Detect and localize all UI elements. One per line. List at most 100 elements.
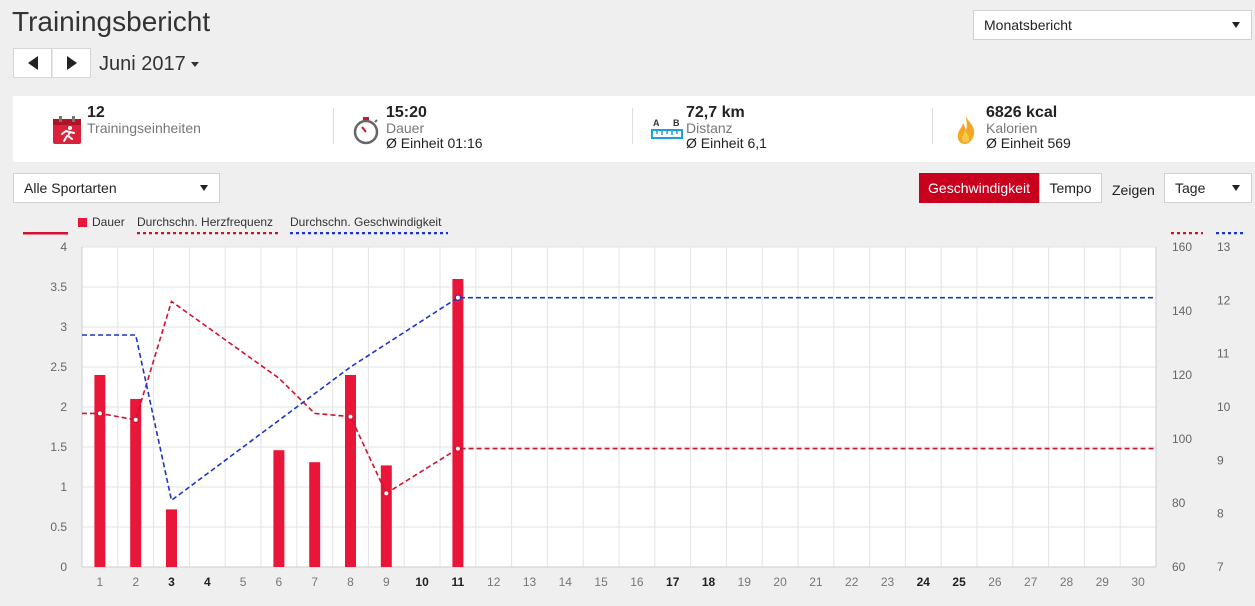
x-tick-label: 19 <box>738 575 752 589</box>
chevron-down-icon <box>1232 185 1240 191</box>
month-label: Juni 2017 <box>99 53 186 75</box>
legend-dauer-label: Dauer <box>92 215 125 229</box>
x-tick-label: 26 <box>988 575 1002 589</box>
x-tick-label: 15 <box>594 575 608 589</box>
x-tick-label: 17 <box>666 575 680 589</box>
y-right-speed-tick-label: 12 <box>1217 293 1231 307</box>
distance-average: Ø Einheit 6,1 <box>686 135 767 151</box>
y-left-tick-label: 1.5 <box>50 440 67 454</box>
point-heart-rate <box>347 413 354 420</box>
x-tick-label: 2 <box>132 575 139 589</box>
point-heart-rate <box>132 416 139 423</box>
y-left-tick-label: 2 <box>60 400 67 414</box>
month-navigation <box>13 48 91 78</box>
duration-label: Dauer <box>386 120 425 136</box>
legend-speed[interactable]: Durchschn. Geschwindigkeit <box>290 215 441 229</box>
distance-value: 72,7 km <box>686 104 745 121</box>
y-right-heart-tick-label: 80 <box>1172 496 1186 510</box>
y-right-speed-tick-label: 9 <box>1217 453 1224 467</box>
bar-dauer <box>452 279 464 567</box>
chevron-down-icon <box>200 185 208 191</box>
bar-dauer <box>130 399 142 567</box>
y-left-tick-label: 3.5 <box>50 280 67 294</box>
y-right-heart-tick-label: 160 <box>1172 240 1192 254</box>
legend-speed-label: Durchschn. Geschwindigkeit <box>290 215 442 229</box>
divider <box>932 108 933 144</box>
legend-dauer[interactable]: Dauer <box>78 215 125 229</box>
report-type-value: Monatsbericht <box>984 17 1072 33</box>
x-tick-label: 7 <box>311 575 318 589</box>
y-right-speed-tick-label: 13 <box>1217 240 1231 254</box>
pace-toggle-button[interactable]: Tempo <box>1039 173 1102 203</box>
x-tick-label: 3 <box>168 575 175 589</box>
caret-down-icon <box>190 62 199 67</box>
y-right-heart-tick-label: 100 <box>1172 432 1192 446</box>
duration-average: Ø Einheit 01:16 <box>386 135 483 151</box>
x-tick-label: 29 <box>1096 575 1110 589</box>
y-left-tick-label: 3 <box>60 320 67 334</box>
x-tick-label: 13 <box>523 575 537 589</box>
distance-label: Distanz <box>686 120 733 136</box>
y-right-speed-tick-label: 10 <box>1217 400 1231 414</box>
y-left-tick-label: 2.5 <box>50 360 67 374</box>
calendar-runner-icon <box>53 116 81 144</box>
y-left-tick-label: 0 <box>60 560 67 574</box>
legend-heart-rate-label: Durchschn. Herzfrequenz <box>137 215 274 229</box>
x-tick-label: 1 <box>97 575 104 589</box>
speed-toggle-button[interactable]: Geschwindigkeit <box>919 173 1039 203</box>
calories-label: Kalorien <box>986 120 1038 136</box>
y-right-heart-tick-label: 120 <box>1172 368 1192 382</box>
stopwatch-icon <box>353 117 379 145</box>
sport-type-select[interactable]: Alle Sportarten <box>13 173 220 203</box>
period-select[interactable]: Tage <box>1164 173 1252 203</box>
point-heart-rate <box>383 490 390 497</box>
previous-month-button[interactable] <box>13 48 52 78</box>
calories-average: Ø Einheit 569 <box>986 135 1071 151</box>
x-tick-label: 18 <box>702 575 716 589</box>
legend-heart-rate[interactable]: Durchschn. Herzfrequenz <box>137 215 273 229</box>
sessions-value: 12 <box>87 104 105 121</box>
x-tick-label: 20 <box>773 575 787 589</box>
x-tick-label: 23 <box>881 575 895 589</box>
period-value: Tage <box>1175 180 1206 196</box>
x-tick-label: 25 <box>952 575 966 589</box>
bar-dauer <box>273 450 285 567</box>
x-tick-label: 11 <box>452 575 465 589</box>
y-right-heart-tick-label: 60 <box>1172 560 1186 574</box>
report-type-select[interactable]: Monatsbericht <box>973 10 1252 40</box>
stat-sessions: 12 Trainingseinheiten <box>51 96 331 162</box>
x-tick-label: 12 <box>487 575 501 589</box>
y-right-heart-tick-label: 140 <box>1172 304 1192 318</box>
x-tick-label: 24 <box>917 575 931 589</box>
show-label: Zeigen <box>1112 182 1155 198</box>
x-tick-label: 8 <box>347 575 354 589</box>
x-tick-label: 14 <box>559 575 573 589</box>
chevron-down-icon <box>1232 22 1240 28</box>
legend-bar-swatch <box>78 218 87 227</box>
training-chart: 00.511.522.533.5460801001201401607891011… <box>23 232 1246 589</box>
x-tick-label: 22 <box>845 575 859 589</box>
sport-type-value: Alle Sportarten <box>24 180 117 196</box>
sessions-label: Trainingseinheiten <box>87 120 201 136</box>
x-tick-label: 28 <box>1060 575 1074 589</box>
y-right-speed-tick-label: 11 <box>1217 347 1230 361</box>
next-month-button[interactable] <box>52 48 91 78</box>
calories-value: 6826 kcal <box>986 104 1058 121</box>
bar-dauer <box>345 375 356 567</box>
month-selector[interactable]: Juni 2017 <box>99 53 199 76</box>
x-tick-label: 16 <box>630 575 644 589</box>
x-tick-label: 10 <box>415 575 429 589</box>
x-tick-label: 5 <box>240 575 247 589</box>
x-tick-label: 9 <box>383 575 390 589</box>
stat-distance: A B 72,7 km Distanz Ø Einheit 6,1 <box>651 96 931 162</box>
line-heart-rate <box>82 300 1156 495</box>
stat-duration: 15:20 Dauer Ø Einheit 01:16 <box>351 96 631 162</box>
distance-icon-letter-a: A <box>653 118 660 128</box>
bar-dauer <box>380 465 392 567</box>
bar-dauer <box>94 375 106 567</box>
page-title: Trainingsbericht <box>12 6 211 37</box>
line-speed <box>82 296 1156 502</box>
y-right-speed-tick-label: 7 <box>1217 560 1224 574</box>
arrow-right-icon <box>66 56 77 70</box>
duration-value: 15:20 <box>386 104 427 121</box>
